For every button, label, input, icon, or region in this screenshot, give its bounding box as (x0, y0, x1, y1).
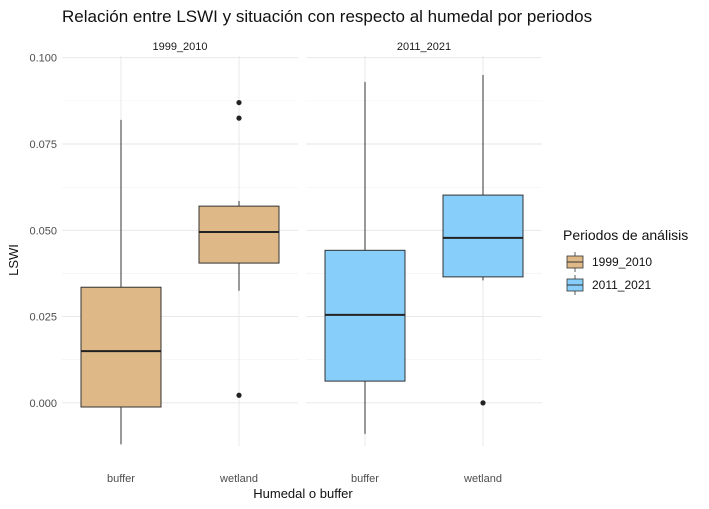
x-tick-label: wetland (219, 473, 258, 485)
outlier-point (480, 400, 486, 406)
box-iqr (198, 205, 280, 264)
legend-title: Periodos de análisis (563, 227, 688, 243)
outlier-point (236, 392, 242, 398)
box-2011_2021-wetland (442, 74, 524, 406)
y-tick-label: 0.075 (29, 139, 57, 151)
x-tick-label: wetland (463, 473, 502, 485)
outlier-point (236, 115, 242, 121)
y-axis-title: LSWI (6, 244, 21, 276)
box-2011_2021-buffer (324, 81, 406, 434)
legend-label: 2011_2021 (592, 278, 652, 292)
legend-item-1999_2010: 1999_2010 (566, 252, 652, 272)
y-tick-label: 0.025 (29, 312, 57, 324)
outlier-point (236, 99, 242, 106)
y-tick-label: 0.100 (29, 53, 57, 65)
legend-item-2011_2021: 2011_2021 (566, 275, 652, 295)
box-1999_2010-wetland (198, 99, 280, 398)
y-axis: 0.000 0.025 0.050 0.075 0.100 (29, 53, 57, 410)
facet-label: 2011_2021 (397, 41, 451, 53)
legend-label: 1999_2010 (592, 255, 652, 269)
y-tick-label: 0.000 (29, 398, 57, 410)
chart-title: Relación entre LSWI y situación con resp… (62, 7, 592, 26)
legend: Periodos de análisis 1999_2010 2011_2021 (563, 227, 688, 295)
box-iqr (442, 194, 524, 278)
facet-label: 1999_2010 (152, 41, 207, 53)
x-axis-title: Humedal o buffer (253, 486, 353, 501)
x-tick-label: buffer (351, 473, 379, 485)
box-1999_2010-buffer (80, 119, 162, 445)
box-iqr (80, 286, 162, 408)
y-tick-label: 0.050 (29, 225, 57, 237)
x-tick-label: buffer (107, 473, 135, 485)
